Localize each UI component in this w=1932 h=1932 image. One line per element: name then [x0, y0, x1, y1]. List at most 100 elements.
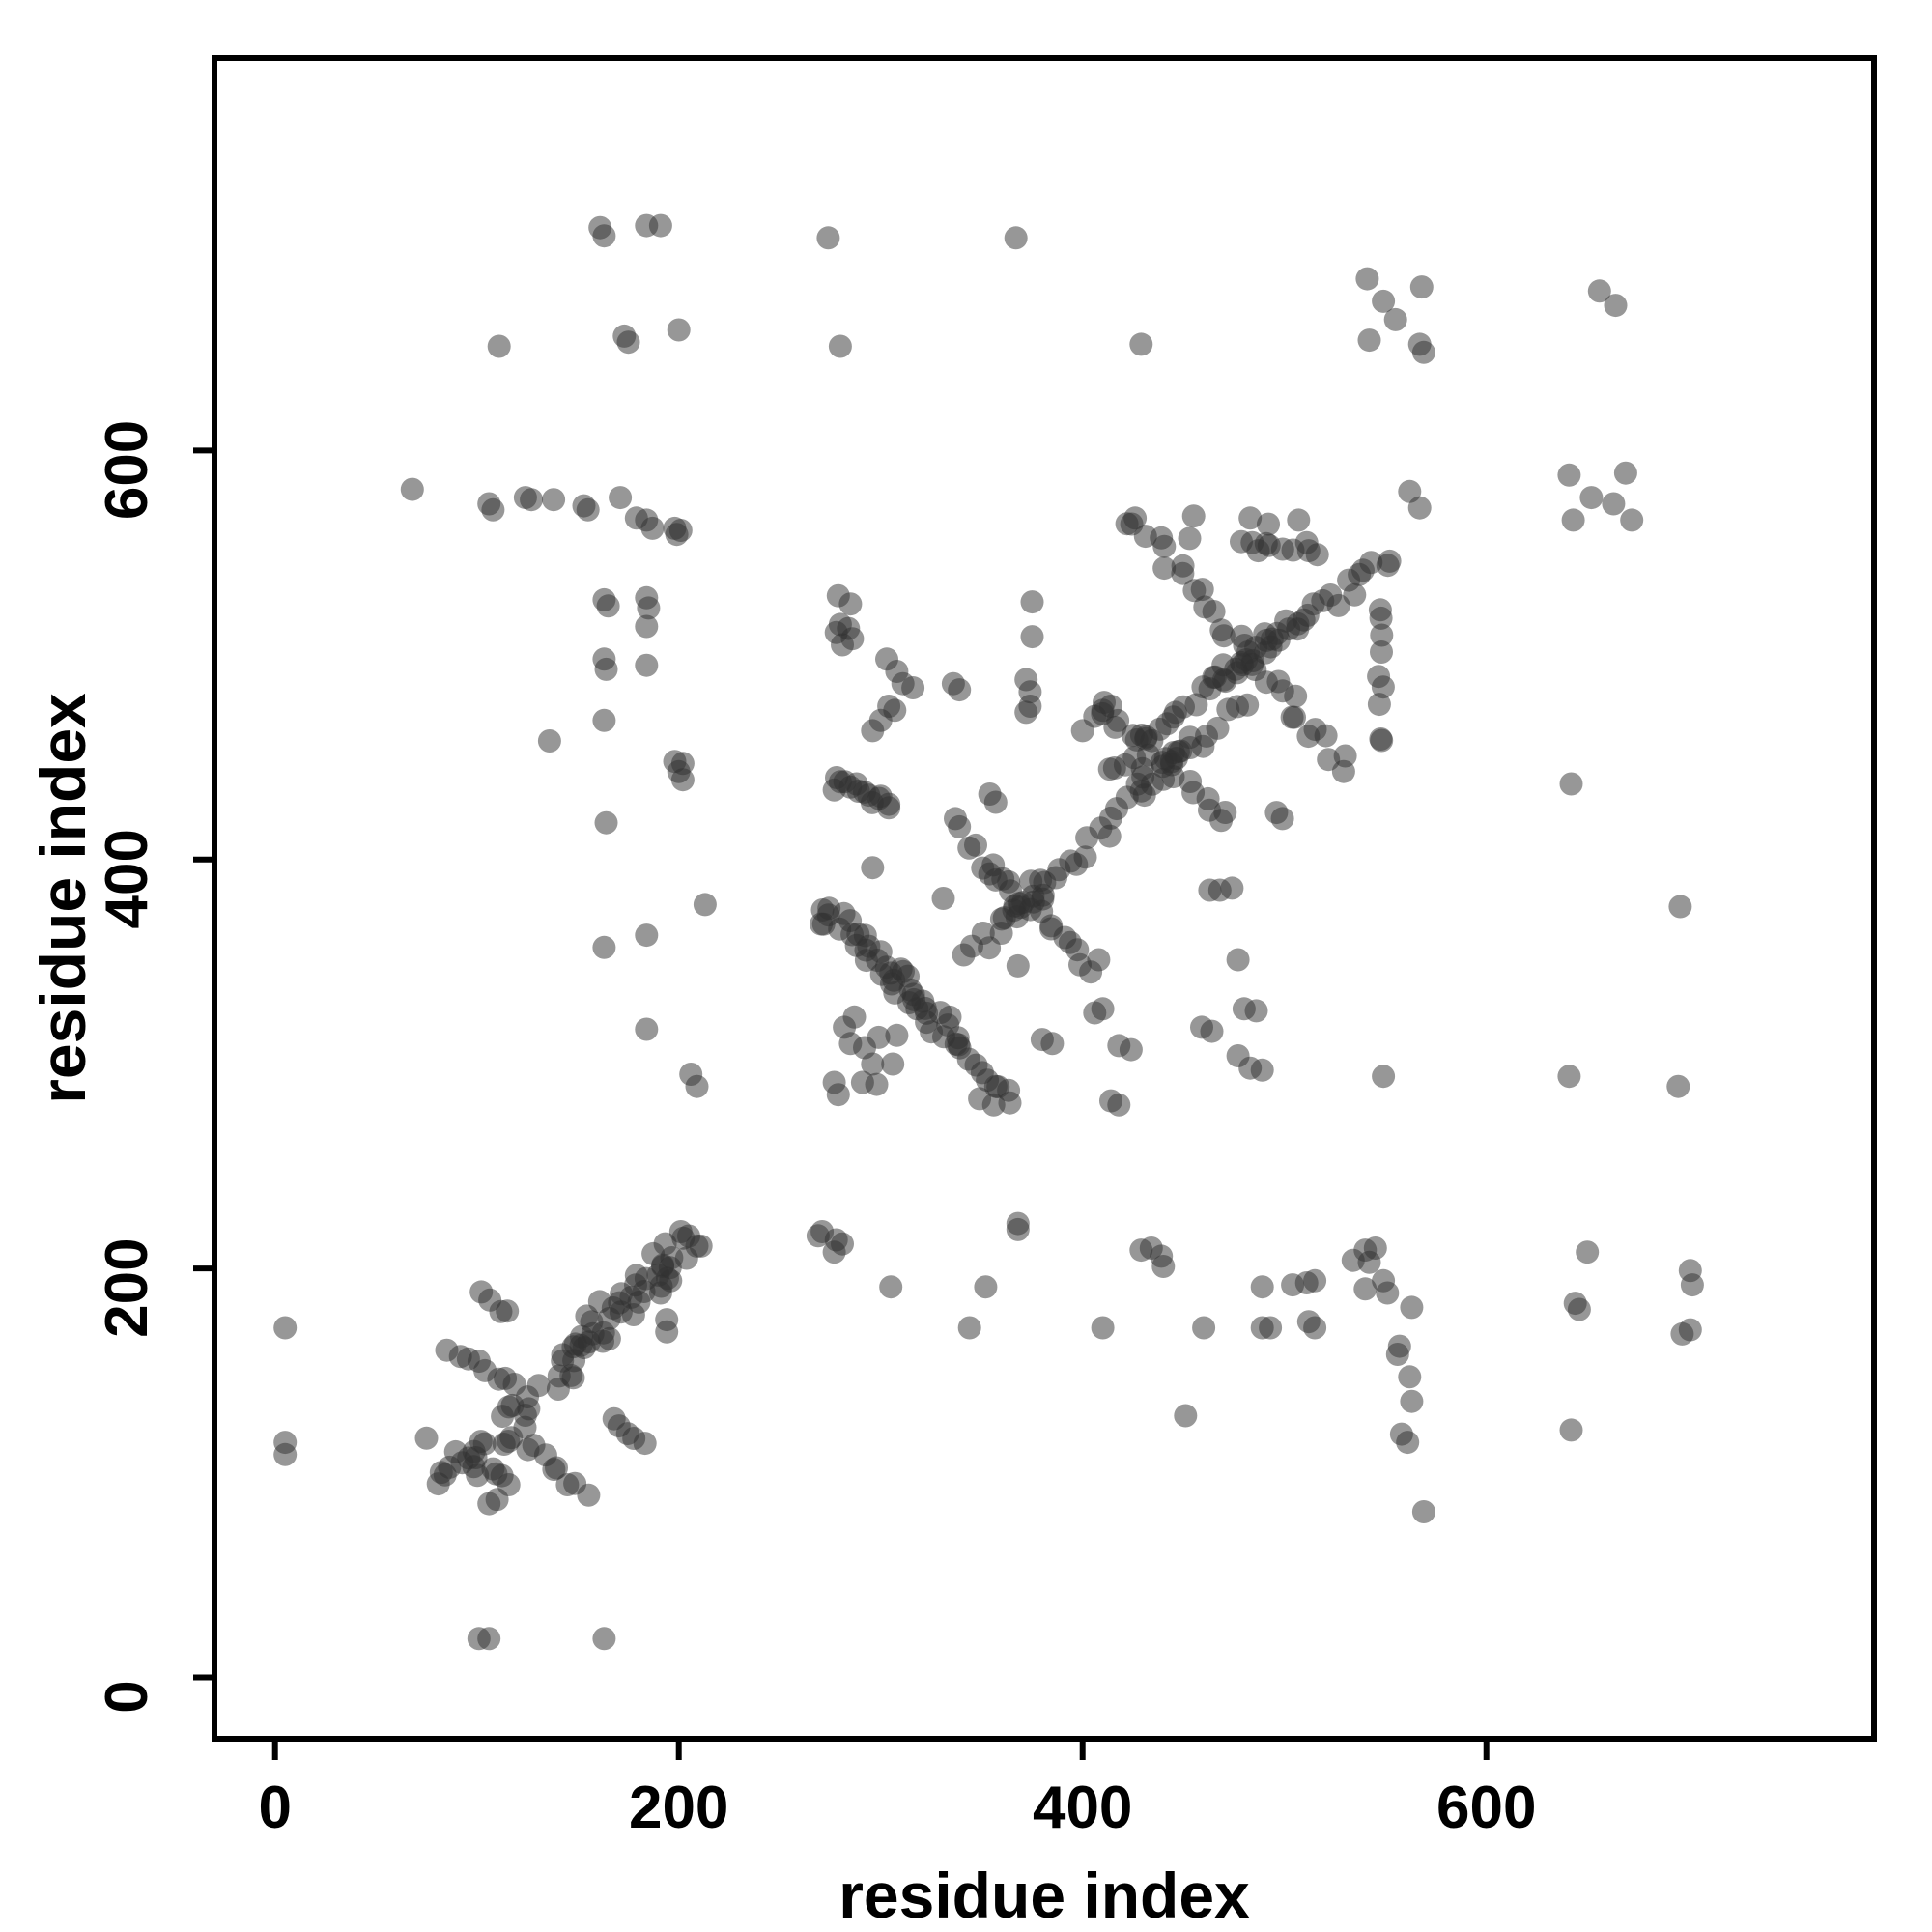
data-point — [838, 592, 863, 616]
data-point — [1561, 508, 1585, 532]
data-point — [1211, 624, 1236, 648]
data-point — [1357, 1250, 1381, 1274]
data-point — [1020, 590, 1044, 614]
data-point — [1206, 716, 1230, 740]
data-point — [879, 1275, 903, 1299]
data-point — [877, 792, 901, 816]
x-tick-label: 200 — [629, 1775, 728, 1841]
x-tick-label: 400 — [1033, 1775, 1132, 1841]
y-tick-label: 600 — [94, 420, 160, 520]
data-point — [1238, 506, 1263, 530]
data-point — [633, 1432, 657, 1456]
data-point — [1014, 700, 1038, 724]
data-point — [1557, 463, 1581, 487]
data-point — [1287, 508, 1311, 532]
data-point — [885, 1023, 909, 1047]
data-point — [616, 330, 640, 355]
data-point — [1400, 1389, 1424, 1413]
data-point — [545, 1456, 568, 1480]
data-point — [806, 1224, 830, 1248]
data-point — [594, 657, 618, 681]
data-point — [1099, 695, 1122, 718]
data-point — [826, 1083, 850, 1107]
data-point — [1087, 948, 1111, 972]
data-point — [948, 814, 972, 838]
data-point — [831, 633, 854, 657]
data-point — [587, 1290, 611, 1314]
data-point — [1604, 294, 1628, 318]
data-point — [1152, 534, 1177, 558]
data-point — [1184, 693, 1208, 717]
data-point — [974, 1275, 998, 1299]
data-point — [1202, 600, 1226, 623]
data-point — [901, 676, 925, 699]
data-point — [689, 1234, 713, 1258]
data-point — [1004, 226, 1028, 250]
data-point — [1369, 727, 1393, 751]
data-point — [1220, 876, 1244, 900]
data-point — [1209, 809, 1234, 833]
data-point — [1557, 1065, 1581, 1089]
data-point — [1670, 1321, 1694, 1346]
data-point — [1181, 504, 1206, 528]
data-point — [1602, 492, 1626, 516]
data-point — [1620, 508, 1644, 532]
data-point — [477, 1627, 501, 1651]
data-point — [635, 923, 659, 948]
y-tick-label: 0 — [94, 1680, 160, 1713]
data-point — [640, 516, 665, 540]
data-point — [1314, 724, 1338, 748]
data-point — [1680, 1273, 1704, 1297]
data-point — [1411, 1500, 1435, 1523]
data-point — [946, 1026, 970, 1050]
data-point — [400, 477, 424, 501]
data-point — [1576, 1240, 1600, 1264]
data-point — [1370, 640, 1393, 664]
y-axis-title: residue index — [27, 693, 99, 1104]
data-point — [1283, 705, 1306, 729]
data-point — [1303, 1268, 1327, 1293]
data-point — [1355, 267, 1379, 291]
data-point — [481, 1457, 505, 1481]
data-point — [1006, 953, 1030, 978]
data-point — [592, 935, 616, 959]
data-point — [1073, 845, 1097, 869]
data-point — [1174, 1404, 1198, 1428]
data-point — [1236, 640, 1261, 664]
data-point — [1409, 275, 1434, 299]
data-point — [1123, 506, 1148, 530]
data-point — [1353, 1277, 1378, 1301]
data-point — [619, 1285, 643, 1309]
data-point — [1178, 526, 1202, 551]
data-point — [964, 833, 987, 857]
data-point — [1567, 1297, 1591, 1321]
data-point — [635, 653, 659, 677]
data-point — [1244, 999, 1268, 1023]
y-tick-label: 200 — [94, 1237, 160, 1337]
data-point — [1257, 512, 1280, 536]
data-point — [542, 488, 566, 512]
data-point — [861, 719, 885, 743]
data-point — [592, 708, 616, 732]
data-point — [1398, 1365, 1422, 1389]
data-point — [1378, 549, 1402, 573]
data-point — [655, 1320, 679, 1344]
data-point — [481, 497, 505, 522]
data-point — [1179, 736, 1203, 759]
data-point — [1367, 665, 1391, 689]
data-point — [1367, 693, 1391, 717]
x-tick-label: 0 — [258, 1775, 291, 1841]
data-point — [948, 678, 972, 702]
data-point — [594, 810, 618, 835]
data-point — [1400, 1295, 1424, 1320]
data-point — [1192, 1316, 1216, 1340]
data-point — [648, 213, 672, 238]
data-point — [472, 1432, 497, 1456]
data-point — [867, 1025, 891, 1049]
data-point — [1372, 1065, 1396, 1089]
data-point — [1613, 461, 1637, 485]
data-point — [414, 1426, 439, 1450]
data-point — [637, 596, 661, 620]
data-point — [502, 1373, 526, 1396]
